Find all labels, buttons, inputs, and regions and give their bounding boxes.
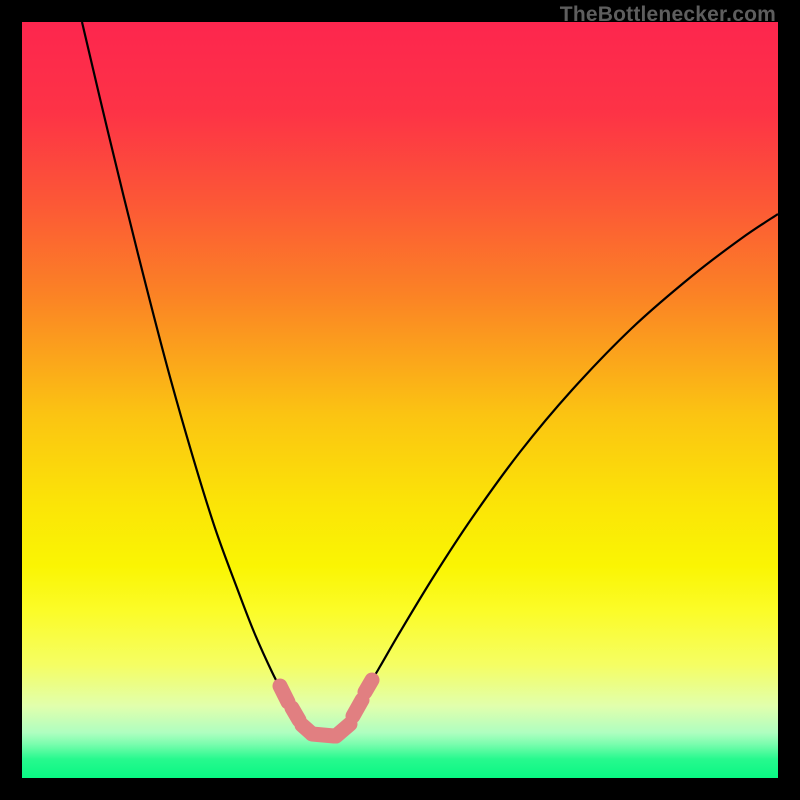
curve-right-branch bbox=[360, 214, 778, 700]
curve-left-branch bbox=[82, 22, 285, 697]
attribution-text: TheBottlenecker.com bbox=[560, 3, 776, 27]
bottleneck-curve-layer bbox=[22, 22, 778, 778]
curve-valley-highlight bbox=[280, 680, 372, 736]
plot-area bbox=[22, 22, 778, 778]
